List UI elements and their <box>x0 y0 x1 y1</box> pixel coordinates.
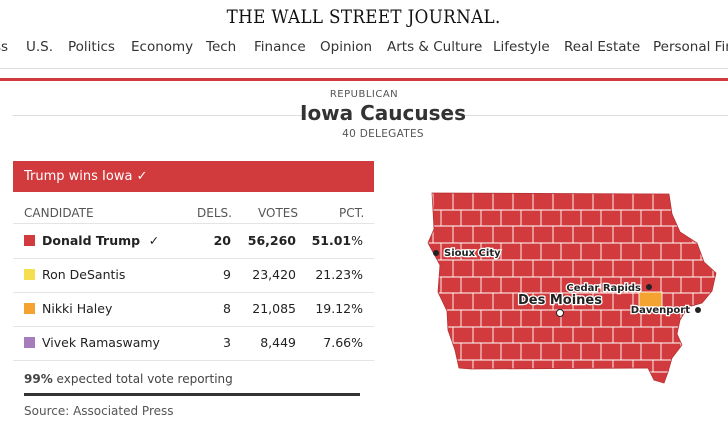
haley-county[interactable] <box>638 291 663 309</box>
candidate-dels: 3 <box>223 335 231 350</box>
title-rule-right <box>460 115 728 116</box>
nav-item-economy[interactable]: Economy <box>131 39 194 55</box>
nav-item-tech[interactable]: Tech <box>206 39 237 55</box>
col-header-candidate: CANDIDATE <box>24 206 94 220</box>
candidate-votes: 23,420 <box>252 267 296 282</box>
candidate-dels: 8 <box>223 301 231 316</box>
des-moines-marker <box>556 309 564 317</box>
section-nav: ss U.S. Politics Economy Tech Finance Op… <box>0 34 728 69</box>
table-row: Donald Trump ✓ 20 56,260 51.01% <box>13 223 374 259</box>
nav-item-arts-culture[interactable]: Arts & Culture <box>387 39 483 55</box>
title-rule-left <box>13 115 305 116</box>
source-note: Source: Associated Press <box>24 404 174 418</box>
nav-item-finance[interactable]: Finance <box>254 39 306 55</box>
city-label-des-moines: Des Moines <box>518 293 602 308</box>
nav-item-personal-finance[interactable]: Personal Fin <box>653 39 728 55</box>
nav-item-politics[interactable]: Politics <box>68 39 115 55</box>
candidate-pct: 21.23% <box>315 267 363 282</box>
candidate-votes: 8,449 <box>260 335 296 350</box>
city-label-cedar-rapids: Cedar Rapids <box>566 283 641 294</box>
candidate-name: Nikki Haley <box>42 301 113 316</box>
nav-item-partial[interactable]: ss <box>0 39 9 55</box>
footer-rule <box>24 393 360 396</box>
candidate-pct: 19.12% <box>315 301 363 316</box>
table-row: Nikki Haley 8 21,085 19.12% <box>13 292 374 327</box>
col-header-votes: VOTES <box>258 206 298 220</box>
candidate-swatch <box>24 269 35 280</box>
winner-check-icon: ✓ <box>148 233 160 248</box>
davenport-marker <box>695 307 701 313</box>
cedar-rapids-marker <box>646 284 652 290</box>
table-row: Ron DeSantis 9 23,420 21.23% <box>13 258 374 293</box>
candidate-name: Ron DeSantis <box>42 267 126 282</box>
city-label-davenport: Davenport <box>631 305 690 316</box>
nav-item-us[interactable]: U.S. <box>26 39 54 55</box>
masthead-logo[interactable]: THE WALL STREET JOURNAL. <box>227 6 501 28</box>
candidate-pct: 51.01% <box>311 233 363 248</box>
candidate-dels: 9 <box>223 267 231 282</box>
candidate-swatch <box>24 235 35 246</box>
nav-item-real-estate[interactable]: Real Estate <box>564 39 641 55</box>
table-row: Vivek Ramaswamy 3 8,449 7.66% <box>13 326 374 361</box>
candidate-dels: 20 <box>213 233 231 248</box>
col-header-dels: DELS. <box>197 206 232 220</box>
sioux-city-marker <box>433 250 439 256</box>
candidate-votes: 21,085 <box>252 301 296 316</box>
col-header-pct: PCT. <box>339 206 365 220</box>
city-label-sioux-city: Sioux City <box>444 248 501 259</box>
race-title: Iowa Caucuses <box>300 101 466 125</box>
candidate-swatch <box>24 337 35 348</box>
candidate-votes: 56,260 <box>247 233 296 248</box>
candidate-pct: 7.66% <box>323 335 363 350</box>
header-divider <box>0 78 728 81</box>
candidate-swatch <box>24 303 35 314</box>
nav-item-lifestyle[interactable]: Lifestyle <box>493 39 550 55</box>
reporting-status: 99% expected total vote reporting <box>24 372 233 386</box>
candidate-name: Donald Trump ✓ <box>42 233 160 248</box>
winner-banner: Trump wins Iowa ✓ <box>13 161 374 192</box>
nav-item-opinion[interactable]: Opinion <box>320 39 373 55</box>
masthead[interactable]: THE WALL STREET JOURNAL. <box>0 0 728 34</box>
party-label: REPUBLICAN <box>329 89 399 100</box>
candidate-name: Vivek Ramaswamy <box>42 335 160 350</box>
delegate-count: 40 DELEGATES <box>342 128 424 140</box>
